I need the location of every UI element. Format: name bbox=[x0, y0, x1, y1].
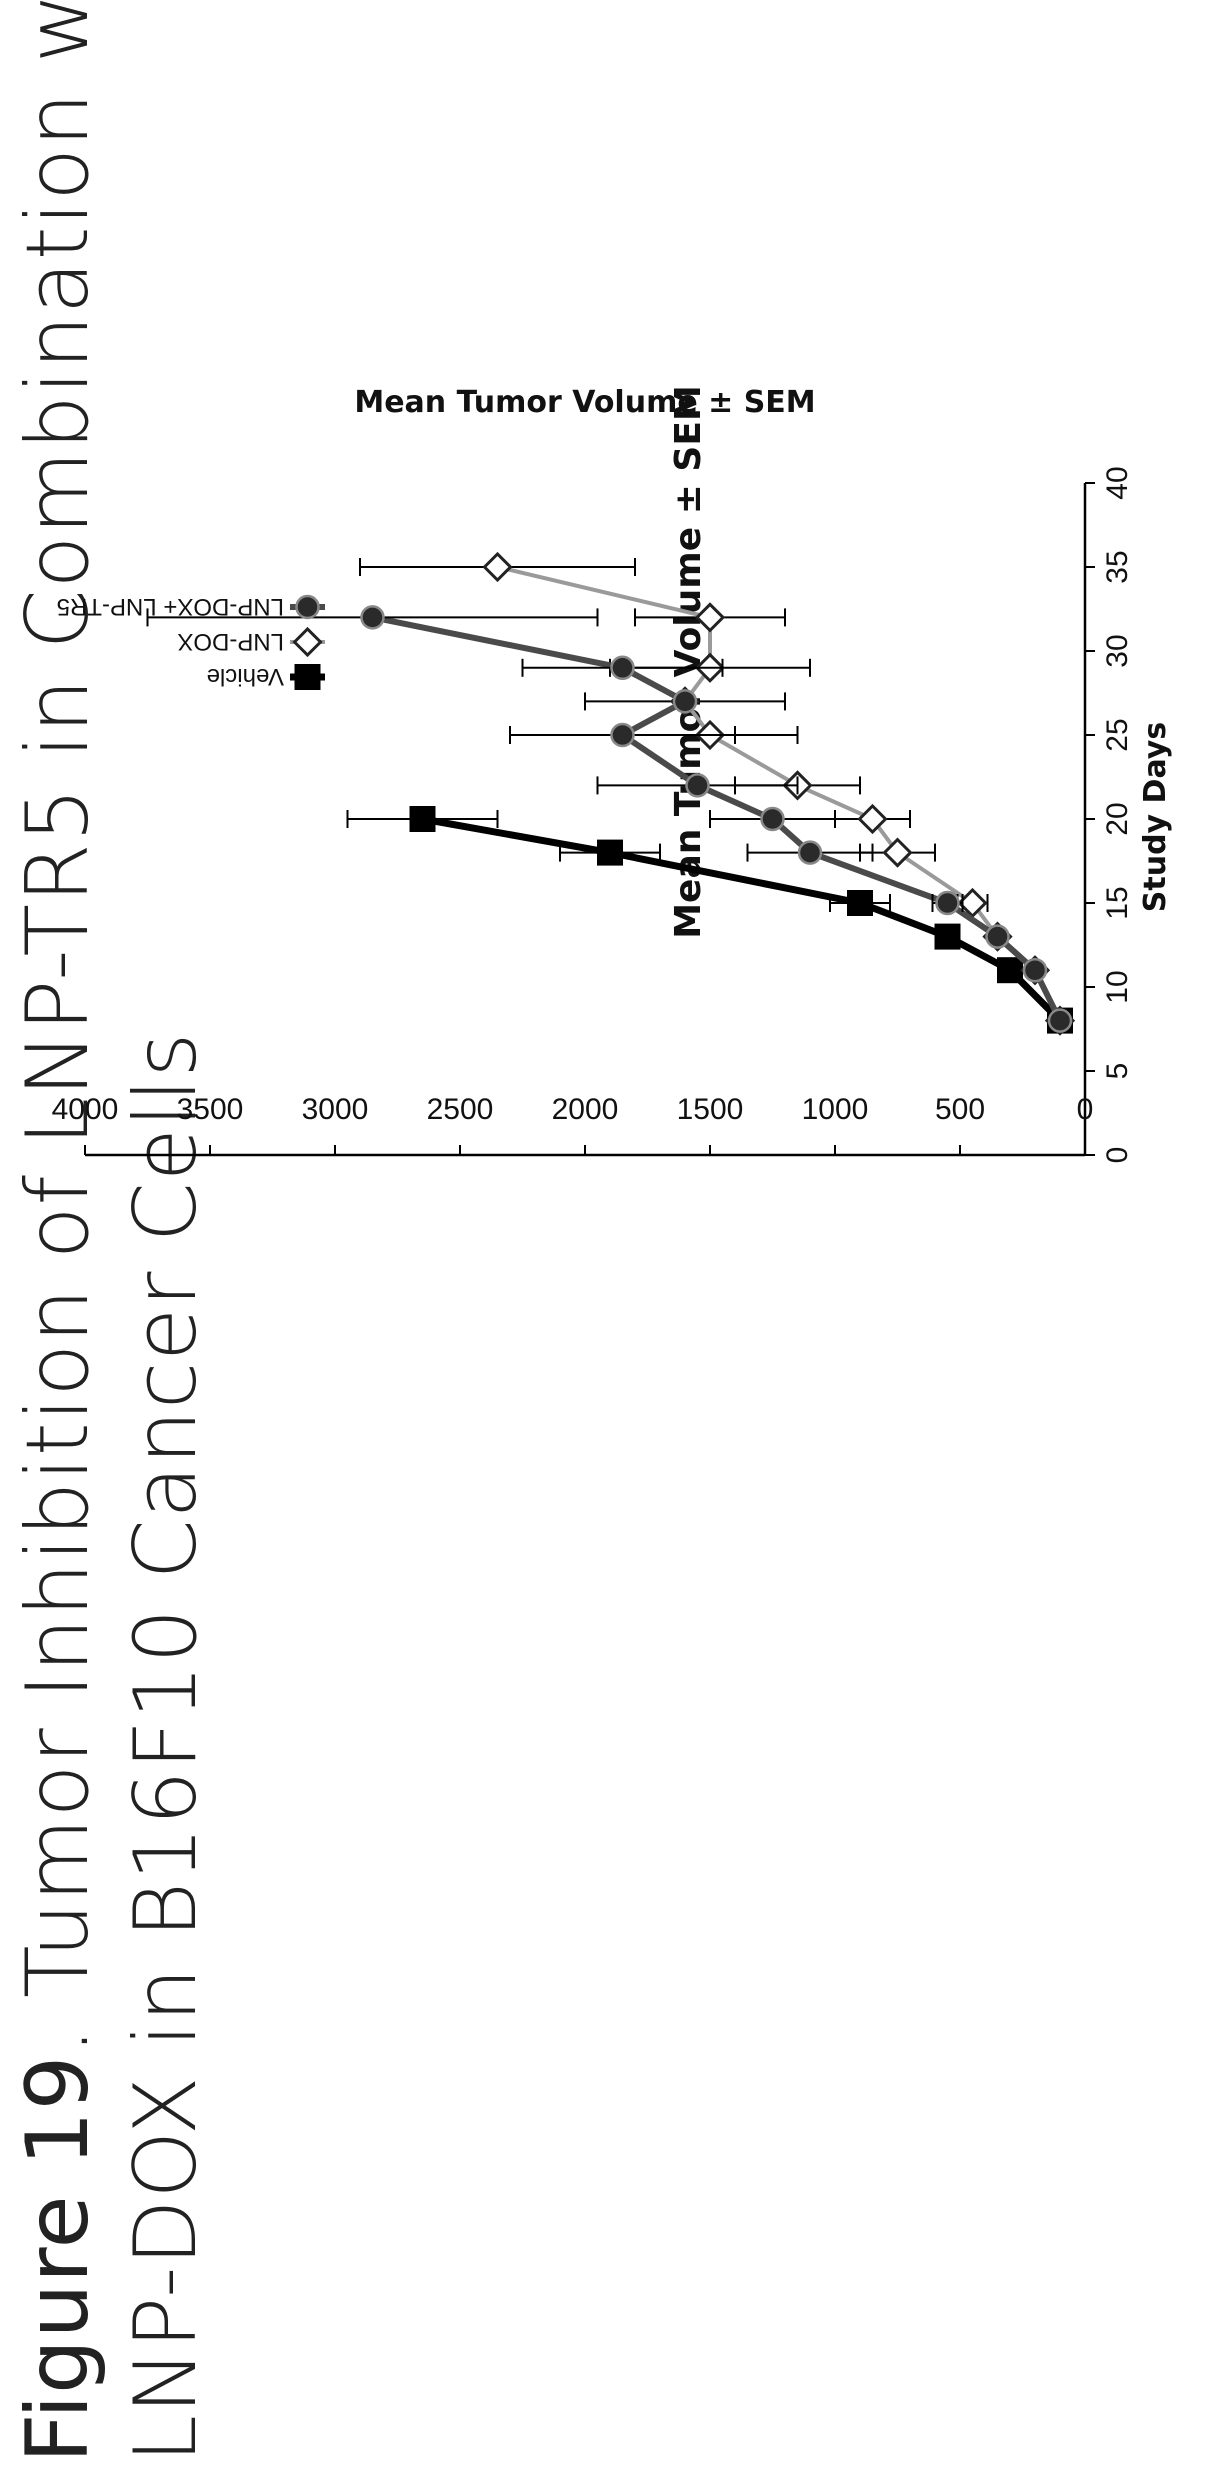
series-circle bbox=[146, 605, 1073, 1033]
legend-swatch-marker bbox=[295, 594, 320, 620]
x-tick-label: 40 bbox=[1101, 466, 1134, 499]
data-point bbox=[935, 890, 960, 916]
x-tick-label: 20 bbox=[1101, 802, 1134, 835]
legend-item: LNP-DOX+ LNP-TR5 bbox=[57, 593, 325, 620]
y-tick-label: 3000 bbox=[302, 1093, 369, 1126]
legend-item: LNP-DOX bbox=[177, 626, 325, 658]
data-point bbox=[997, 957, 1023, 984]
data-point bbox=[1047, 1008, 1073, 1033]
x-tick-label: 5 bbox=[1101, 1063, 1134, 1080]
x-tick-label: 10 bbox=[1101, 970, 1134, 1003]
legend-label: Vehicle bbox=[207, 663, 284, 690]
y-tick-label: 1000 bbox=[802, 1093, 869, 1126]
legend-swatch-marker bbox=[294, 664, 321, 690]
y-tick-label: 0 bbox=[1077, 1093, 1094, 1126]
legend-label: LNP-DOX bbox=[177, 628, 284, 655]
data-point bbox=[409, 806, 436, 832]
data-point bbox=[882, 837, 913, 868]
x-tick-label: 30 bbox=[1101, 634, 1134, 667]
data-point bbox=[672, 689, 698, 714]
data-point bbox=[610, 722, 635, 748]
data-point bbox=[760, 806, 785, 832]
x-tick-label: 25 bbox=[1101, 718, 1134, 751]
y-tick-label: 3500 bbox=[177, 1093, 244, 1126]
data-point bbox=[957, 887, 988, 919]
series-group bbox=[146, 551, 1076, 1036]
y-tick-label: 4000 bbox=[52, 1093, 119, 1126]
x-tick-label: 15 bbox=[1101, 886, 1134, 919]
data-point bbox=[597, 839, 623, 866]
data-point bbox=[610, 655, 635, 681]
data-point bbox=[482, 551, 513, 583]
data-point bbox=[857, 803, 888, 835]
x-tick-label: 35 bbox=[1101, 550, 1134, 583]
axes: 0510152025303540050010001500200025003000… bbox=[52, 466, 1134, 1163]
data-point bbox=[847, 890, 873, 916]
data-point bbox=[797, 840, 823, 865]
data-point bbox=[694, 602, 726, 633]
y-tick-label: 1500 bbox=[677, 1093, 744, 1126]
legend: Vehicle LNP-DOX LNP-DOX+ LNP-TR5 bbox=[57, 593, 325, 690]
data-point bbox=[360, 605, 385, 630]
y-tick-label: 500 bbox=[935, 1093, 985, 1126]
y-axis-title: Mean Tumor Volume ± SEM bbox=[354, 385, 815, 420]
x-axis-title: Study Days bbox=[1138, 722, 1173, 912]
data-point bbox=[934, 923, 961, 950]
legend-label: LNP-DOX+ LNP-TR5 bbox=[57, 593, 284, 620]
legend-swatch-marker bbox=[292, 626, 323, 658]
series-line bbox=[421, 815, 1063, 1024]
data-point bbox=[1022, 957, 1048, 983]
data-point bbox=[685, 773, 710, 798]
legend-item: Vehicle bbox=[207, 663, 325, 690]
series-square bbox=[346, 806, 1073, 1034]
y-tick-label: 2500 bbox=[427, 1093, 494, 1126]
data-point bbox=[985, 924, 1010, 949]
x-tick-label: 0 bbox=[1101, 1147, 1134, 1164]
y-tick-label: 2000 bbox=[552, 1093, 619, 1126]
